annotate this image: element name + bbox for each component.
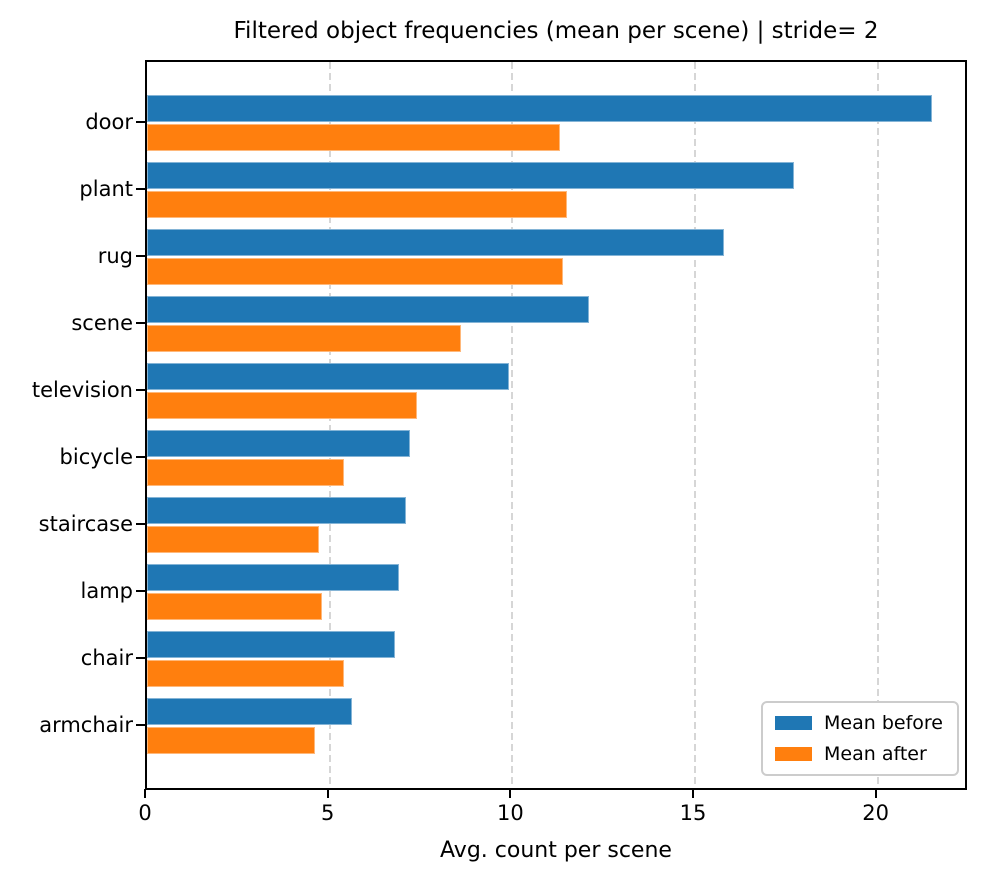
bar-lamp-after: [147, 593, 323, 620]
bar-lamp-before: [147, 564, 400, 591]
bar-staircase-before: [147, 497, 407, 524]
legend-label-mean-before: Mean before: [824, 712, 943, 734]
gridline-x-5: [328, 62, 331, 788]
ytick-mark-door: [136, 120, 145, 123]
xtick-label-15: 15: [679, 801, 707, 825]
bar-door-before: [147, 95, 933, 122]
ytick-mark-scene: [136, 321, 145, 324]
ytick-label-television: television: [31, 377, 133, 402]
xtick-label-0: 0: [138, 801, 152, 825]
bar-chair-after: [147, 660, 345, 687]
ytick-mark-lamp: [136, 589, 145, 592]
bar-door-after: [147, 124, 560, 151]
ytick-label-scene: scene: [71, 310, 133, 335]
ytick-mark-rug: [136, 254, 145, 257]
legend: Mean before Mean after: [761, 701, 959, 776]
ytick-mark-bicycle: [136, 455, 145, 458]
bar-scene-before: [147, 296, 590, 323]
plot-area: Mean before Mean after: [145, 60, 967, 790]
legend-item-mean-before: Mean before: [775, 712, 943, 734]
xtick-mark-0: [144, 789, 146, 798]
gridline-x-15: [694, 62, 696, 788]
ytick-label-door: door: [85, 109, 133, 134]
bar-chair-before: [147, 631, 396, 658]
ytick-mark-chair: [136, 656, 145, 659]
ytick-label-plant: plant: [79, 176, 133, 201]
ytick-label-chair: chair: [80, 645, 133, 670]
gridline-x-20: [876, 62, 879, 788]
xtick-label-10: 10: [496, 801, 524, 825]
ytick-mark-plant: [136, 187, 145, 190]
legend-swatch-mean-after: [775, 747, 813, 761]
bar-scene-after: [147, 325, 462, 352]
bar-rug-after: [147, 258, 564, 285]
bar-rug-before: [147, 229, 725, 256]
bar-staircase-after: [147, 526, 319, 553]
bar-bicycle-before: [147, 430, 411, 457]
gridline-x-10: [511, 62, 514, 788]
ytick-label-armchair: armchair: [39, 712, 133, 737]
chart-title: Filtered object frequencies (mean per sc…: [233, 18, 879, 44]
x-axis-label: Avg. count per scene: [440, 838, 672, 863]
xtick-mark-15: [692, 789, 694, 798]
ytick-label-staircase: staircase: [38, 511, 133, 536]
ytick-label-bicycle: bicycle: [59, 444, 133, 469]
bar-bicycle-after: [147, 459, 345, 486]
legend-swatch-mean-before: [775, 716, 813, 730]
xtick-label-5: 5: [320, 801, 335, 825]
bar-television-before: [147, 363, 509, 390]
ytick-label-rug: rug: [97, 243, 133, 268]
xtick-mark-10: [509, 789, 512, 798]
bar-television-after: [147, 392, 418, 419]
xtick-mark-20: [874, 789, 877, 798]
bar-armchair-after: [147, 727, 316, 754]
bar-armchair-before: [147, 698, 352, 725]
xtick-mark-5: [326, 789, 329, 798]
bar-plant-before: [147, 162, 794, 189]
legend-item-mean-after: Mean after: [775, 743, 943, 765]
bar-plant-after: [147, 191, 568, 218]
ytick-mark-armchair: [136, 723, 145, 726]
xtick-label-20: 20: [862, 801, 890, 825]
ytick-label-lamp: lamp: [80, 578, 134, 603]
ytick-mark-staircase: [136, 522, 145, 525]
ytick-mark-television: [136, 388, 145, 391]
legend-label-mean-after: Mean after: [824, 743, 927, 765]
